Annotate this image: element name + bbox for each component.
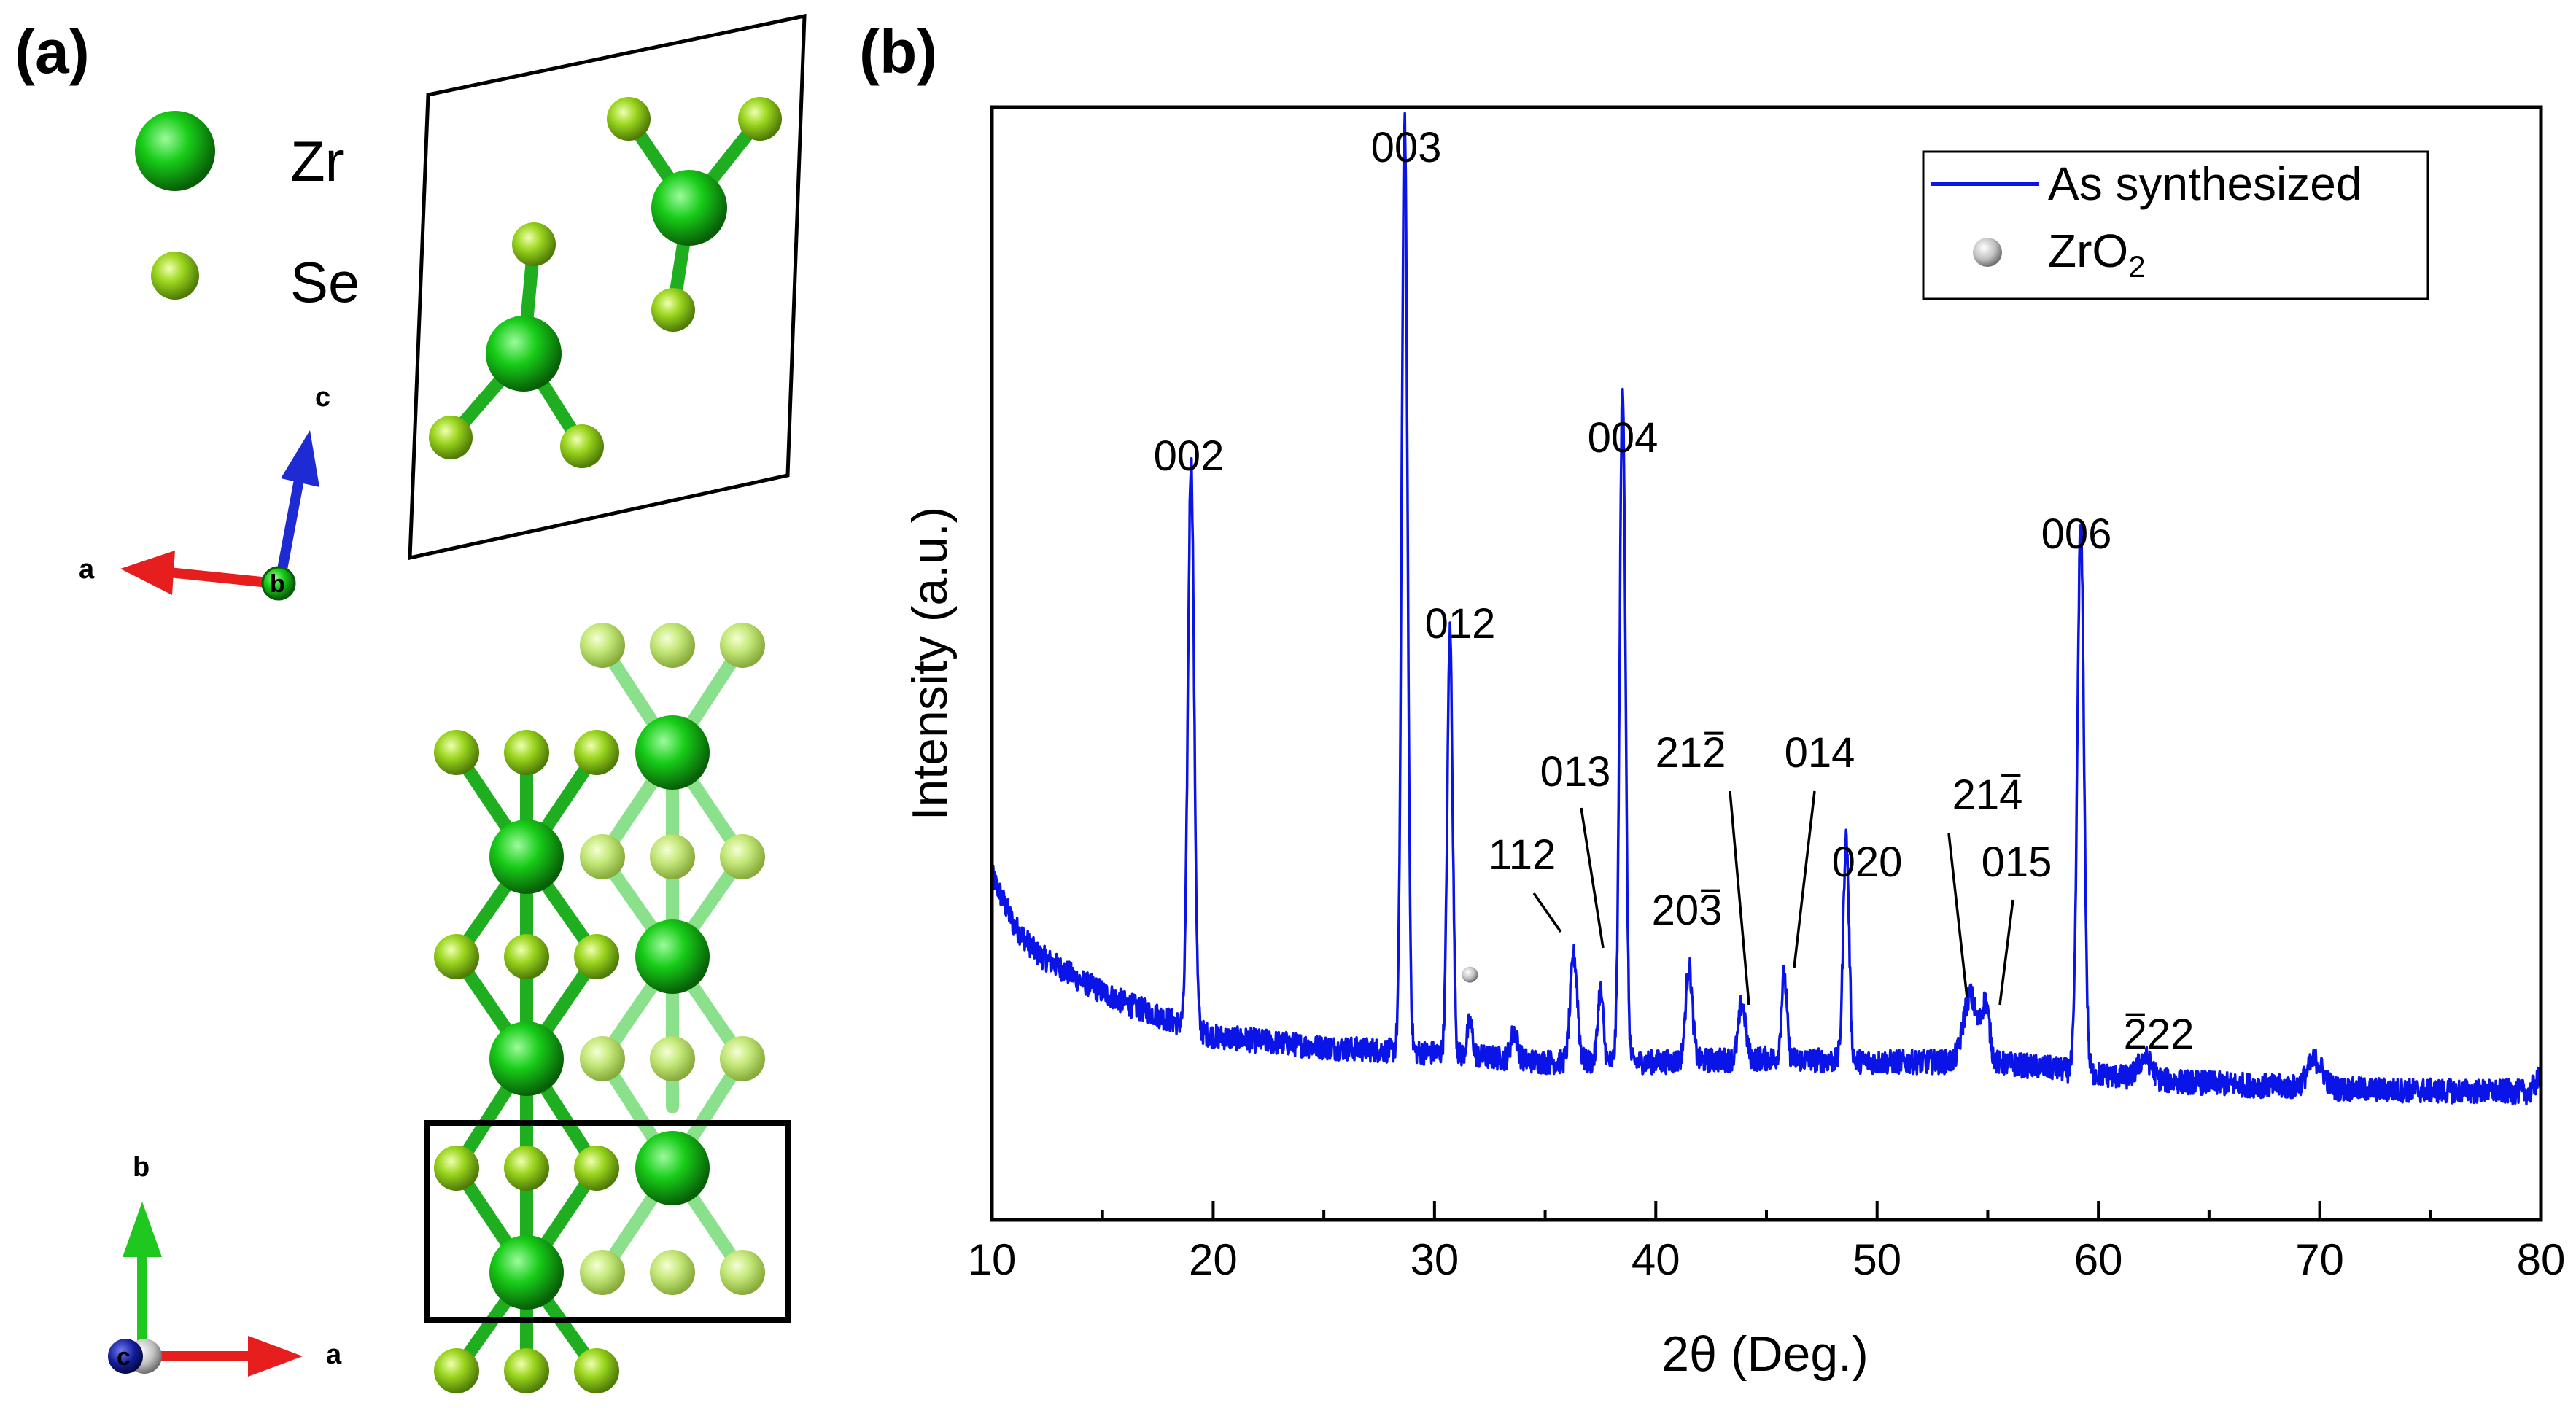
bonds [444, 112, 767, 453]
chart-legend: As synthesized ZrO2 [1922, 150, 2429, 300]
se-atom [607, 97, 651, 141]
c-axis-label: c [315, 382, 330, 413]
y-axis-label: Intensity (a.u.) [902, 507, 958, 821]
se-atom [738, 97, 782, 141]
peak-label-004: 004 [1588, 414, 1659, 462]
x-tick-label: 50 [1853, 1235, 1901, 1284]
peak-label-222: 222 [2124, 1011, 2195, 1058]
front-zr-atoms [489, 820, 564, 1310]
layered-structure-view [424, 623, 791, 1393]
b-axis-label: b [270, 570, 285, 598]
c-axis-dot [108, 1339, 143, 1374]
panel-a: (a) Zr Se [15, 13, 807, 1393]
xrd-series-line [990, 112, 2542, 1105]
a-axis-arrowhead [120, 551, 175, 595]
x-axis-ticks: 10 20 30 40 50 60 70 80 [968, 1201, 2566, 1284]
back-se-atoms [580, 623, 765, 1295]
back-zr-atoms [635, 715, 710, 1205]
x-tick-label: 60 [2074, 1235, 2123, 1284]
peak-label-014: 014 [1785, 729, 1855, 777]
x-axis-label: 2θ (Deg.) [1661, 1326, 1868, 1382]
peak-label-015: 015 [1982, 839, 2052, 886]
x-tick-label: 10 [968, 1235, 1017, 1284]
c-axis-arrowhead [281, 430, 319, 487]
unit-cell-outline [408, 13, 807, 561]
se-legend-sphere [151, 252, 199, 300]
peak-label-006: 006 [2041, 510, 2112, 558]
panel-b-label: (b) [859, 17, 937, 86]
se-atom [560, 424, 604, 468]
peak-label-112: 112 [1489, 831, 1556, 879]
c-axis-arrow [275, 478, 304, 583]
legend-circle-swatch [1973, 238, 2002, 267]
peak-leader-line [1947, 833, 1968, 998]
a-axis-label: a [326, 1339, 342, 1370]
peak-label-020: 020 [1832, 839, 1903, 886]
c-axis-label: c [117, 1343, 131, 1371]
se-atom [651, 288, 695, 332]
a-axis-arrowhead [248, 1336, 303, 1377]
axis-triad-bottom: b a c [108, 1152, 342, 1377]
x-tick-label: 30 [1410, 1235, 1459, 1284]
se-legend-label: Se [290, 250, 360, 314]
peak-label-212: 212 [1656, 729, 1726, 777]
zr-legend-sphere [135, 111, 215, 191]
legend-label-as-synthesized: As synthesized [2048, 157, 2362, 210]
unit-cell-box [424, 1120, 791, 1323]
panel-a-label: (a) [15, 17, 90, 86]
peak-label-013: 013 [1540, 748, 1611, 796]
b-axis-arrowhead [123, 1202, 162, 1257]
peak-label-002: 002 [1154, 432, 1225, 480]
legend-label-zro2: ZrO2 [2048, 225, 2146, 284]
front-se-atoms [434, 730, 619, 1393]
legend-box [1922, 150, 2429, 300]
peak-annotations: 002 003 012 004 006 020 112 013 203 212 014 214 015 2… [1154, 124, 2195, 1058]
atom-legend: Zr Se [135, 111, 360, 314]
zr-atom [651, 170, 727, 246]
peak-label-203: 203 [1652, 887, 1723, 934]
zr-legend-label: Zr [290, 129, 344, 193]
x-tick-label: 40 [1632, 1235, 1680, 1284]
peak-label-003: 003 [1371, 124, 1442, 171]
axis-triad-top: c a b [79, 382, 330, 601]
peak-leader-line [1580, 807, 1605, 949]
x-tick-label: 20 [1189, 1235, 1238, 1284]
peak-leader-line [1793, 790, 1816, 968]
peak-leader-line [1729, 790, 1750, 1006]
a-axis-arrow [168, 567, 276, 588]
xrd-chart: 002 003 012 004 006 020 112 013 203 212 014 214 015 2… [902, 105, 2566, 1382]
zro2-peak-marker [1462, 966, 1478, 983]
peak-label-012: 012 [1425, 600, 1496, 647]
se-atom [429, 416, 473, 459]
peak-leader-line [1998, 899, 2014, 1006]
b-axis-label: b [133, 1152, 150, 1183]
a-axis-label: a [79, 554, 95, 585]
x-tick-label: 70 [2295, 1235, 2344, 1284]
panel-b: (b) 002 003 012 004 006 020 112 013 203 212 014 214… [859, 17, 2565, 1382]
peak-leader-line [1532, 892, 1562, 933]
se-atom [512, 222, 556, 266]
zr-atom [486, 316, 562, 392]
b-axis-dot [261, 566, 296, 601]
unit-cell-side-view [408, 13, 807, 561]
peak-label-214: 214 [1952, 771, 2023, 819]
x-tick-label: 80 [2517, 1235, 2566, 1284]
